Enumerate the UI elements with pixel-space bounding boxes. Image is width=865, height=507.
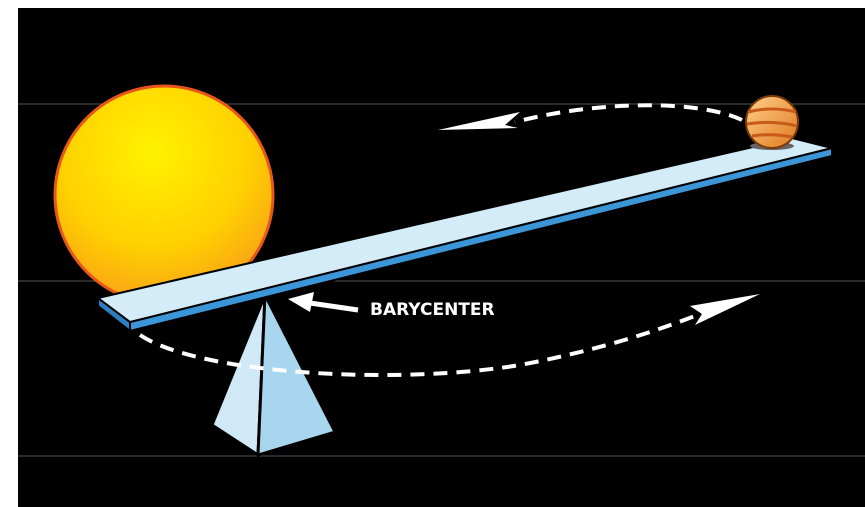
barycenter-label: BARYCENTER — [370, 300, 495, 320]
page: BARYCENTER (() => { const data = JSON.pa… — [0, 0, 865, 507]
illustration: BARYCENTER — [0, 0, 865, 507]
